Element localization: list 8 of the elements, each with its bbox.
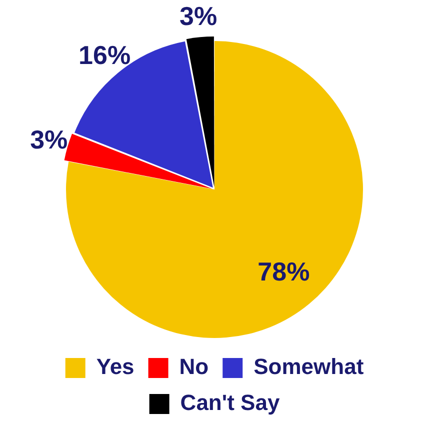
legend-label: Yes <box>96 354 134 380</box>
legend-label: No <box>179 354 209 380</box>
data-label: 3% <box>30 124 68 155</box>
legend-label: Somewhat <box>254 354 364 380</box>
data-label: 78% <box>258 256 310 286</box>
data-label: 3% <box>179 0 218 31</box>
legend-label: Can't Say <box>180 390 280 416</box>
data-label: 16% <box>78 40 131 70</box>
